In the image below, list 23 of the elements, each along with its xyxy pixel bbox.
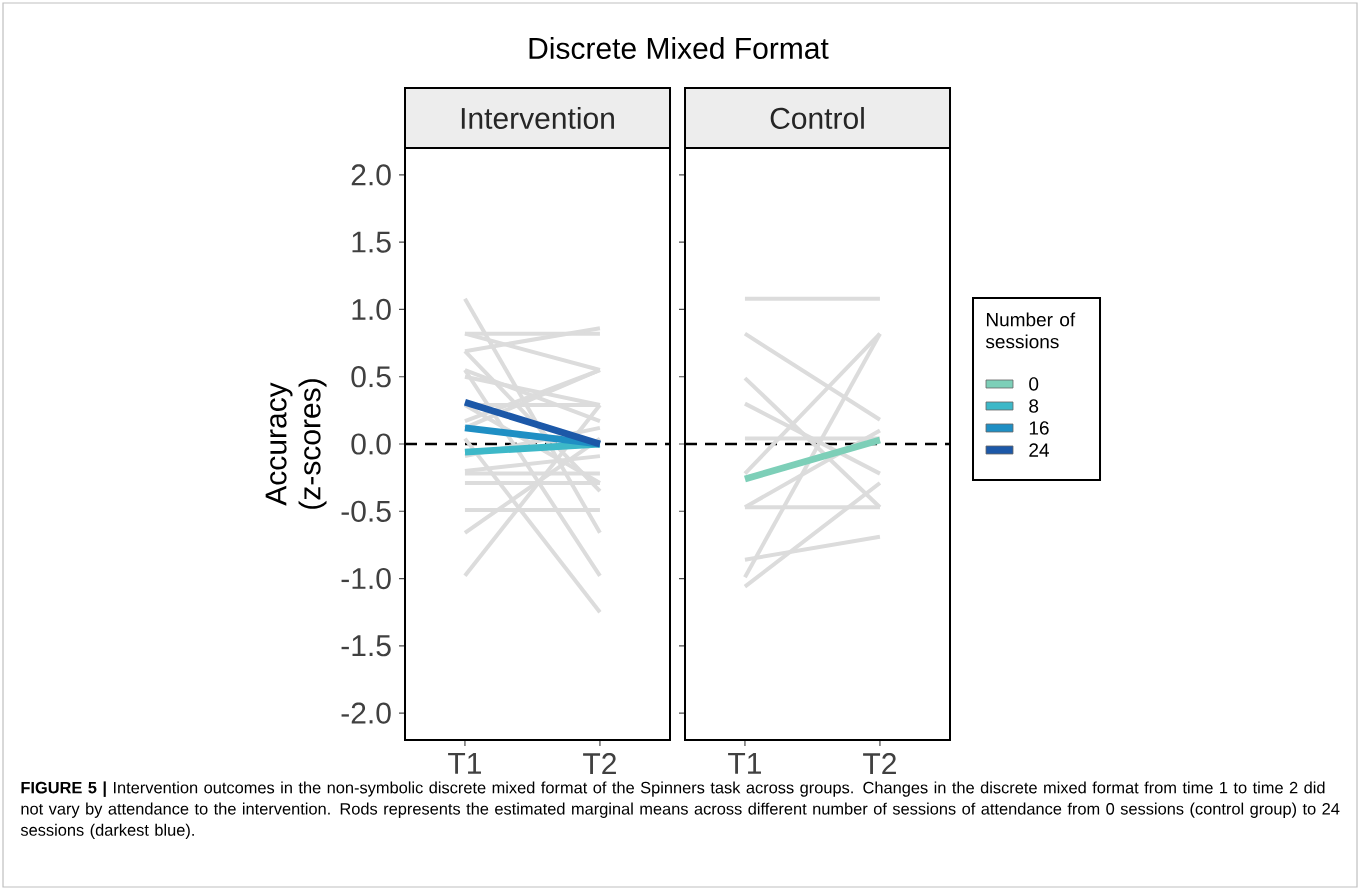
y-tick-label: 0.5 [351, 366, 391, 388]
y-axis-title: Accuracy (z-scores) [265, 379, 327, 509]
y-tick-label: 1.5 [352, 231, 391, 253]
y-tick-label: 0.0 [351, 433, 391, 455]
text: FIGURE 5 | Intervention outcomes in the non-symbolic discrete mixed format of the Spinners task across groups. Changes in the discrete mixed format from time 1 to time 2 did not vary by attendance to the intervention. Rods represents the estimated marginal means across different number of sessions of attendance from 0 sessions (control group) to 24 sessions (darkest blue). [20, 781, 1340, 840]
chart-subtitle: Control [770, 106, 864, 129]
y-tick-label: -0.5 [341, 500, 391, 522]
chart-subtitle: Intervention [461, 106, 614, 129]
legend-label: 16 [1029, 421, 1049, 435]
y-tick-label: 1.0 [352, 298, 391, 321]
legend-label: 8 [1029, 399, 1039, 413]
y-tick-label: -2.0 [341, 702, 391, 724]
legend-label: 0 [1029, 377, 1039, 391]
y-tick-label: 2.0 [351, 164, 391, 186]
legend-title: Number of sessions [985, 312, 1076, 349]
legend-label: 24 [1029, 443, 1049, 457]
x-tick-label: T2 [863, 753, 896, 775]
y-tick-label: -1.5 [341, 635, 391, 657]
x-tick-label: T1 [728, 753, 761, 774]
chart-title: Discrete Mixed Format [529, 36, 829, 59]
y-tick-label: -1.0 [341, 567, 391, 590]
x-tick-label: T1 [448, 753, 481, 774]
x-tick-label: T2 [583, 753, 616, 775]
